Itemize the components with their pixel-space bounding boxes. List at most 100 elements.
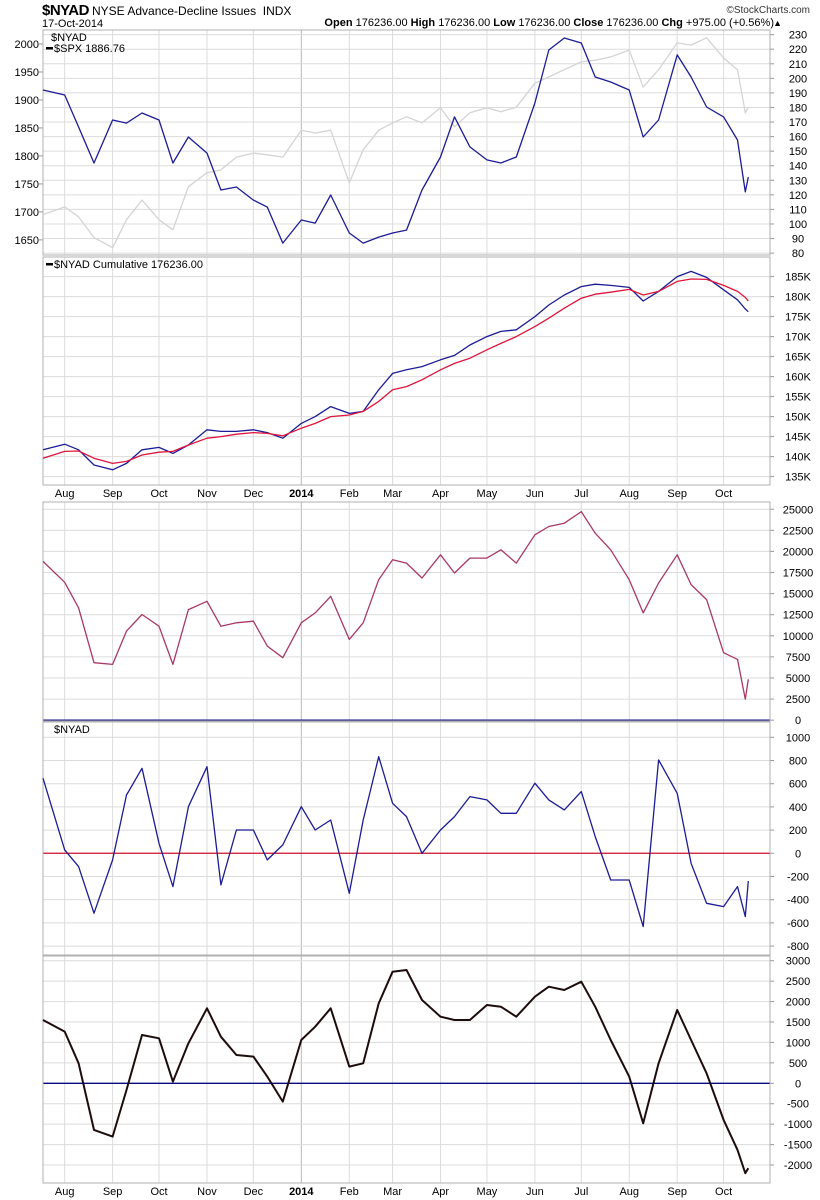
legend-label: $NYAD Cumulative 176236.00 <box>54 259 203 271</box>
y-tick-label-left: 1800 <box>15 151 39 163</box>
x-tick-label: Feb <box>340 488 359 500</box>
x-tick-label: 2014 <box>289 1186 314 1198</box>
y-tick-label-right: -200 <box>787 871 809 883</box>
y-tick-label-right: 180 <box>789 102 807 114</box>
x-tick-label: Sep <box>103 1186 123 1198</box>
panel-frame <box>42 955 771 1184</box>
y-tick-label-right: 10000 <box>783 631 814 643</box>
y-tick-label-right: 90 <box>792 234 804 246</box>
x-tick-label: Aug <box>619 1186 639 1198</box>
y-tick-label-right: 0 <box>795 848 801 860</box>
y-tick-label-right: 600 <box>789 779 807 791</box>
y-tick-label-right: 5000 <box>786 673 810 685</box>
series-line-panel3-0 <box>42 510 749 700</box>
y-tick-label-left: 1950 <box>15 67 39 79</box>
y-tick-label-right: 180K <box>785 292 811 304</box>
legend-label: $SPX 1886.76 <box>54 43 125 55</box>
y-tick-label-right: 12500 <box>783 610 814 622</box>
symbol-name: NYSE Advance-Decline Issues INDX <box>92 4 291 18</box>
low-label: Low <box>493 17 516 29</box>
x-tick-label: Mar <box>383 1186 402 1198</box>
y-tick-label-right: 190 <box>789 88 807 100</box>
y-tick-label-right: 120 <box>789 190 807 202</box>
legend-swatch <box>46 47 53 50</box>
y-tick-label-right: 22500 <box>783 525 814 537</box>
y-tick-label-right: 3000 <box>786 956 810 968</box>
x-tick-label: Sep <box>667 1186 687 1198</box>
y-tick-label-right: 15000 <box>783 589 814 601</box>
series-line-spx <box>42 37 749 249</box>
y-tick-label-left: 1750 <box>15 179 39 191</box>
y-tick-label-right: 2500 <box>786 976 810 988</box>
y-tick-label-left: 1850 <box>15 123 39 135</box>
panel-3 <box>42 501 774 722</box>
panel-frame <box>42 29 771 256</box>
y-tick-label-right: -800 <box>787 941 809 953</box>
panel-4 <box>42 721 774 956</box>
y-tick-label-right: 20000 <box>783 546 814 558</box>
legend-label: $NYAD <box>51 32 87 44</box>
close-label: Close <box>573 17 604 29</box>
x-tick-label: Oct <box>150 1186 167 1198</box>
panel-1 <box>39 29 774 256</box>
x-tick-label: Feb <box>340 1186 359 1198</box>
x-tick-label: Jun <box>526 1186 544 1198</box>
y-tick-label-right: 0 <box>795 1078 801 1090</box>
chg-value: +975.00 (+0.56%) <box>685 17 774 29</box>
y-tick-label-right: 160 <box>789 132 807 144</box>
up-arrow-icon: ▲ <box>773 18 782 28</box>
legend-swatch <box>46 263 53 266</box>
panel-frame <box>42 501 771 722</box>
y-tick-label-right: 230 <box>789 30 807 42</box>
panel-5 <box>42 955 774 1184</box>
series-line-nyad <box>42 756 749 928</box>
y-tick-label-right: 170K <box>785 332 811 344</box>
chg-label: Chg <box>661 17 683 29</box>
series-line-nyad <box>42 37 749 244</box>
y-tick-label-right: 175K <box>785 312 811 324</box>
x-tick-label: Oct <box>715 488 732 500</box>
y-tick-label-right: 160K <box>785 372 811 384</box>
y-tick-label-right: 150 <box>789 146 807 158</box>
high-label: High <box>410 17 436 29</box>
chart-date: 17-Oct-2014 <box>42 18 104 30</box>
y-tick-label-right: 165K <box>785 352 811 364</box>
y-tick-label-right: 500 <box>789 1058 807 1070</box>
y-tick-label-right: 135K <box>785 472 811 484</box>
y-tick-label-right: -400 <box>787 895 809 907</box>
x-tick-label: Mar <box>383 488 402 500</box>
y-tick-label-right: 170 <box>789 117 807 129</box>
high-value: 176236.00 <box>438 17 491 29</box>
y-tick-label-right: 140K <box>785 452 811 464</box>
low-value: 176236.00 <box>518 17 571 29</box>
y-tick-label-right: 130 <box>789 175 807 187</box>
y-tick-label-right: -600 <box>787 918 809 930</box>
x-tick-label: Aug <box>619 488 639 500</box>
ohlc-readout: Open 176236.00 High 176236.00 Low 176236… <box>324 17 774 29</box>
y-tick-label-left: 1650 <box>15 235 39 247</box>
x-tick-label: Nov <box>197 488 217 500</box>
y-tick-label-right: -500 <box>787 1099 809 1111</box>
symbol: $NYAD <box>42 2 89 19</box>
y-tick-label-right: 100 <box>789 219 807 231</box>
y-tick-label-left: 1900 <box>15 95 39 107</box>
y-tick-label-right: 185K <box>785 272 811 284</box>
open-label: Open <box>324 17 353 29</box>
panel-frame <box>42 256 771 486</box>
close-value: 176236.00 <box>606 17 659 29</box>
x-tick-label: Sep <box>667 488 687 500</box>
y-tick-label-left: 2000 <box>15 39 39 51</box>
y-tick-label-right: 800 <box>789 756 807 768</box>
series-line-panel5-0 <box>42 969 750 1175</box>
x-tick-label: May <box>477 488 498 500</box>
copyright: ©StockCharts.com <box>726 5 810 16</box>
y-tick-label-right: 220 <box>789 44 807 56</box>
y-tick-label-right: 155K <box>785 392 811 404</box>
y-tick-label-right: 17500 <box>783 568 814 580</box>
series-line-panel2-1 <box>42 278 749 465</box>
y-tick-label-right: 7500 <box>786 652 810 664</box>
y-tick-label-right: 0 <box>795 715 801 727</box>
y-tick-label-right: -2000 <box>784 1160 812 1172</box>
x-tick-label: Nov <box>197 1186 217 1198</box>
y-tick-label-left: 1700 <box>15 207 39 219</box>
